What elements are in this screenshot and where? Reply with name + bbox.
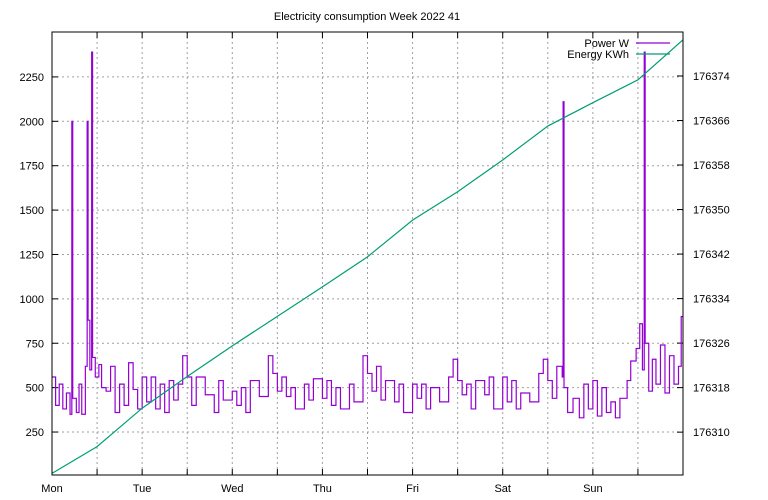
- y-left-tick-label: 2000: [20, 116, 44, 128]
- x-tick-label: Fri: [406, 483, 419, 495]
- x-tick-label: Sat: [494, 483, 511, 495]
- legend-label-energy: Energy KWh: [567, 49, 629, 61]
- y-left-tick-label: 1250: [20, 249, 44, 261]
- axis-ticks: 250 500 750 1000 1250 1500 1750 2000 2250 176310 1…: [20, 32, 730, 495]
- y-right-tick-label: 176358: [693, 160, 730, 172]
- y-right-tick-label: 176350: [693, 205, 730, 217]
- series-power-line: [52, 51, 683, 419]
- y-left-tick-label: 2250: [20, 72, 44, 84]
- x-tick-label: Wed: [221, 483, 243, 495]
- y-left-tick-label: 1000: [20, 294, 44, 306]
- legend: Power W Energy KWh: [567, 38, 670, 61]
- legend-label-power: Power W: [584, 38, 629, 50]
- x-tick-label: Thu: [313, 483, 332, 495]
- chart-title: Electricity consumption Week 2022 41: [274, 11, 460, 23]
- y-left-tick-label: 1750: [20, 161, 44, 173]
- y-right-tick-label: 176310: [693, 427, 730, 439]
- y-right-tick-label: 176334: [693, 294, 730, 306]
- x-tick-label: Sun: [583, 483, 603, 495]
- grid: [52, 32, 683, 475]
- x-tick-label: Mon: [41, 483, 62, 495]
- series-energy-line: [51, 39, 684, 474]
- y-left-tick-label: 750: [26, 338, 44, 350]
- y-right-tick-label: 176366: [693, 115, 730, 127]
- y-right-tick-label: 176374: [693, 71, 730, 83]
- y-right-tick-label: 176342: [693, 249, 730, 261]
- y-left-tick-label: 250: [26, 427, 44, 439]
- y-left-tick-label: 500: [26, 383, 44, 395]
- plot-border: [51, 31, 684, 476]
- x-tick-label: Tue: [133, 483, 152, 495]
- y-left-tick-label: 1500: [20, 205, 44, 217]
- y-right-tick-label: 176326: [693, 338, 730, 350]
- y-right-tick-label: 176318: [693, 383, 730, 395]
- series-layer: [51, 39, 684, 474]
